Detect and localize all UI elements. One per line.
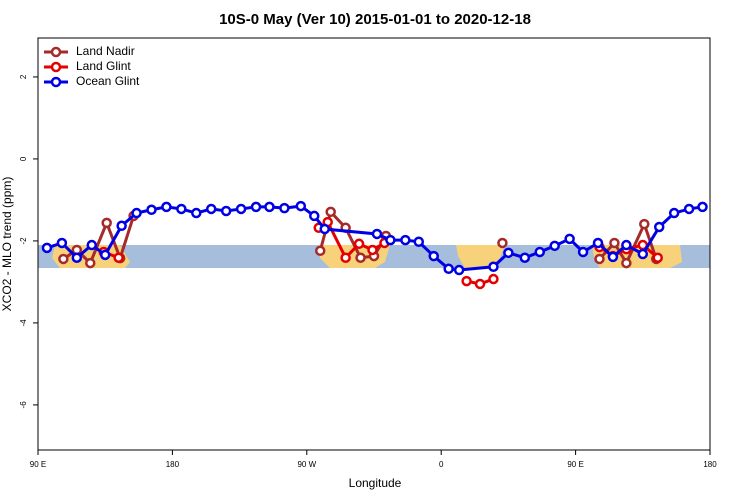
point [101, 217, 112, 229]
x-tick-label: 90 W [297, 460, 316, 469]
y-tick-label: -6 [19, 401, 28, 409]
point [683, 203, 695, 215]
point [85, 257, 96, 269]
point [385, 234, 396, 246]
legend-marker [50, 61, 62, 73]
x-tick-label: 180 [166, 460, 180, 469]
point [488, 261, 499, 273]
point [697, 201, 708, 213]
x-tick-label: 180 [703, 460, 717, 469]
point [250, 201, 262, 213]
y-axis-label: XCO2 - MLO trend (ppm) [0, 177, 14, 312]
y-tick-label: 2 [19, 74, 28, 79]
y-tick-label: 0 [19, 156, 28, 161]
point [453, 264, 465, 276]
point [564, 233, 575, 245]
point [461, 275, 472, 287]
point [116, 220, 127, 232]
point [176, 203, 187, 215]
point [146, 204, 157, 216]
point [41, 242, 53, 254]
point [113, 252, 124, 263]
point [161, 201, 172, 213]
plot-frame [37, 37, 711, 451]
x-tick-label: 90 E [30, 460, 46, 469]
legend-label: Land Nadir [76, 44, 135, 58]
point [340, 252, 351, 263]
point [668, 207, 680, 219]
x-tick-label: 90 E [567, 460, 583, 469]
point [637, 248, 649, 260]
point [56, 237, 68, 249]
point [220, 205, 232, 217]
legend-label: Land Glint [76, 59, 131, 73]
legend-marker [50, 76, 62, 88]
x-axis-label: Longitude [349, 476, 402, 490]
point [309, 210, 320, 222]
point [594, 253, 605, 265]
point [592, 237, 604, 249]
point [653, 221, 665, 233]
y-tick-label: -4 [19, 319, 28, 327]
legend-label: Ocean Glint [76, 74, 140, 88]
point [295, 200, 307, 212]
point [71, 252, 83, 263]
point [621, 257, 632, 269]
point [428, 250, 439, 262]
point [355, 252, 366, 263]
point [205, 203, 217, 215]
point [367, 244, 378, 256]
point [607, 251, 619, 263]
point [131, 207, 142, 219]
point [191, 207, 202, 219]
point [488, 273, 499, 285]
point [325, 206, 336, 218]
legend-marker [50, 46, 62, 58]
point [497, 237, 508, 249]
point [443, 263, 454, 275]
point [549, 240, 560, 252]
x-tick-label: 0 [439, 460, 444, 469]
point [609, 237, 620, 249]
point [99, 249, 111, 261]
point [58, 253, 69, 265]
point [235, 203, 247, 215]
point [474, 278, 486, 290]
point [264, 201, 275, 213]
point [400, 234, 411, 246]
point [371, 228, 383, 240]
point [314, 245, 326, 257]
point [319, 223, 330, 235]
point [652, 252, 663, 263]
point [534, 246, 546, 258]
point [353, 238, 365, 250]
chart-title: 10S-0 May (Ver 10) 2015-01-01 to 2020-12… [219, 11, 531, 28]
series-line [103, 219, 659, 286]
point [279, 202, 290, 214]
point [503, 247, 514, 259]
point [413, 236, 425, 247]
point [639, 218, 650, 230]
point [519, 252, 531, 263]
point [577, 246, 589, 258]
point [86, 239, 98, 251]
y-tick-label: -2 [19, 237, 28, 245]
point [621, 239, 632, 251]
